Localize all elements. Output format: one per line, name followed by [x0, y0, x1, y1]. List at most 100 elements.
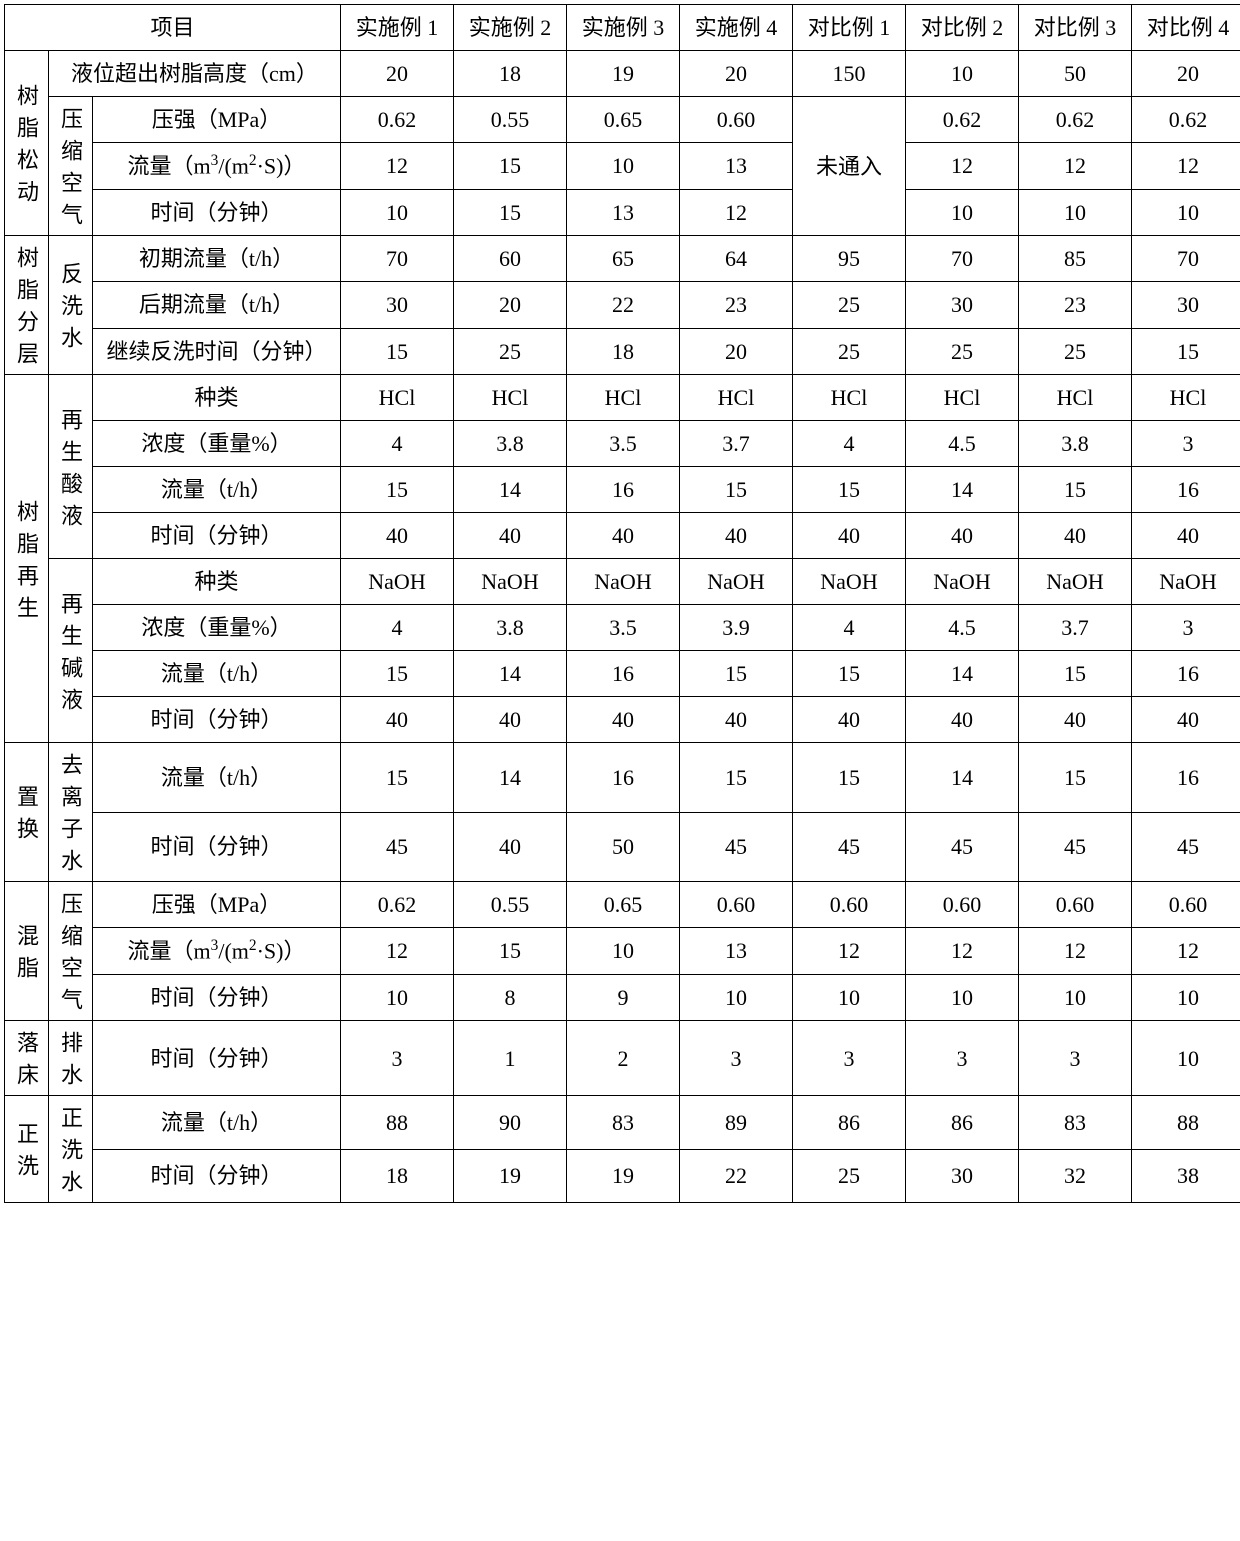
cell: 3.5 [567, 605, 680, 651]
cell: 15 [1019, 467, 1132, 513]
cell: 70 [1132, 236, 1240, 282]
cell: 9 [567, 974, 680, 1020]
table-row: 再生碱液 种类 NaOHNaOHNaOHNaOHNaOHNaOHNaOHNaOH [5, 559, 1240, 605]
cell: 20 [1132, 51, 1240, 97]
cell: HCl [793, 375, 906, 421]
cell: 3.7 [1019, 605, 1132, 651]
cell: 0.60 [906, 882, 1019, 928]
cell: 16 [1132, 743, 1240, 813]
table-row: 流量（m3/(m2·S)） 1215101312121212 [5, 928, 1240, 975]
cell: 10 [906, 974, 1019, 1020]
col-header: 实施例 2 [454, 5, 567, 51]
cell: 16 [1132, 651, 1240, 697]
cell: 10 [793, 974, 906, 1020]
cell: 3 [793, 1021, 906, 1096]
cell: 60 [454, 236, 567, 282]
cell: 40 [680, 513, 793, 559]
cell: 0.55 [454, 97, 567, 143]
table-row: 流量（t/h） 1514161515141516 [5, 467, 1240, 513]
param-label: 时间（分钟） [93, 974, 341, 1020]
cell: 45 [793, 812, 906, 882]
cell: 88 [341, 1096, 454, 1150]
param-label: 浓度（重量%） [93, 605, 341, 651]
cell: 32 [1019, 1149, 1132, 1203]
cell: 40 [341, 697, 454, 743]
cell: 0.62 [1132, 97, 1240, 143]
cell: 40 [454, 812, 567, 882]
cell: 15 [1132, 328, 1240, 374]
table-row: 混脂 压缩空气 压强（MPa） 0.620.550.650.600.600.60… [5, 882, 1240, 928]
data-table: 项目 实施例 1 实施例 2 实施例 3 实施例 4 对比例 1 对比例 2 对… [4, 4, 1240, 1203]
cell: 12 [906, 928, 1019, 975]
cell: 10 [680, 974, 793, 1020]
cell: 23 [1019, 282, 1132, 328]
cell: 15 [680, 651, 793, 697]
section-title: 树脂松动 [5, 51, 49, 236]
table-row: 流量（t/h） 1514161515141516 [5, 651, 1240, 697]
param-label: 种类 [93, 375, 341, 421]
cell: 10 [341, 189, 454, 235]
cell: 30 [906, 1149, 1019, 1203]
cell: 1 [454, 1021, 567, 1096]
cell: 3 [341, 1021, 454, 1096]
merged-note: 未通入 [793, 97, 906, 236]
col-header: 对比例 2 [906, 5, 1019, 51]
cell: 12 [1132, 143, 1240, 190]
cell: 4 [793, 605, 906, 651]
cell: 0.60 [793, 882, 906, 928]
cell: 45 [341, 812, 454, 882]
cell: 83 [1019, 1096, 1132, 1150]
cell: 25 [793, 282, 906, 328]
cell: 12 [341, 143, 454, 190]
cell: NaOH [1132, 559, 1240, 605]
cell: 50 [1019, 51, 1132, 97]
cell: 25 [454, 328, 567, 374]
param-label: 流量（t/h） [93, 743, 341, 813]
param-label: 种类 [93, 559, 341, 605]
param-label: 流量（t/h） [93, 467, 341, 513]
cell: 10 [341, 974, 454, 1020]
cell: 65 [567, 236, 680, 282]
cell: NaOH [793, 559, 906, 605]
param-label: 时间（分钟） [93, 1149, 341, 1203]
cell: 40 [454, 513, 567, 559]
cell: 45 [906, 812, 1019, 882]
cell: 3 [680, 1021, 793, 1096]
cell: 15 [680, 467, 793, 513]
cell: 15 [341, 328, 454, 374]
cell: 20 [680, 51, 793, 97]
param-label: 时间（分钟） [93, 812, 341, 882]
cell: 86 [906, 1096, 1019, 1150]
cell: 0.62 [341, 882, 454, 928]
cell: 3 [1019, 1021, 1132, 1096]
cell: 15 [793, 743, 906, 813]
cell: 15 [793, 651, 906, 697]
param-label: 时间（分钟） [93, 697, 341, 743]
cell: 70 [906, 236, 1019, 282]
cell: 4 [793, 421, 906, 467]
table-row: 时间（分钟） 10 15 13 12 10 10 10 [5, 189, 1240, 235]
section-title: 树脂分层 [5, 236, 49, 375]
param-label: 流量（t/h） [93, 651, 341, 697]
cell: 0.62 [906, 97, 1019, 143]
cell: 20 [341, 51, 454, 97]
cell: 40 [1019, 513, 1132, 559]
param-label: 继续反洗时间（分钟） [93, 328, 341, 374]
cell: 0.62 [341, 97, 454, 143]
cell: HCl [680, 375, 793, 421]
cell: 15 [341, 743, 454, 813]
cell: 40 [567, 697, 680, 743]
cell: 16 [567, 651, 680, 697]
cell: 16 [1132, 467, 1240, 513]
cell: 12 [906, 143, 1019, 190]
cell: 19 [567, 1149, 680, 1203]
cell: 14 [454, 467, 567, 513]
cell: 25 [1019, 328, 1132, 374]
table-row: 置换 去离子水 流量（t/h） 1514161515141516 [5, 743, 1240, 813]
cell: 8 [454, 974, 567, 1020]
table-row: 正洗 正洗水 流量（t/h） 8890838986868388 [5, 1096, 1240, 1150]
cell: 30 [906, 282, 1019, 328]
cell: 50 [567, 812, 680, 882]
cell: 40 [341, 513, 454, 559]
cell: 12 [1132, 928, 1240, 975]
